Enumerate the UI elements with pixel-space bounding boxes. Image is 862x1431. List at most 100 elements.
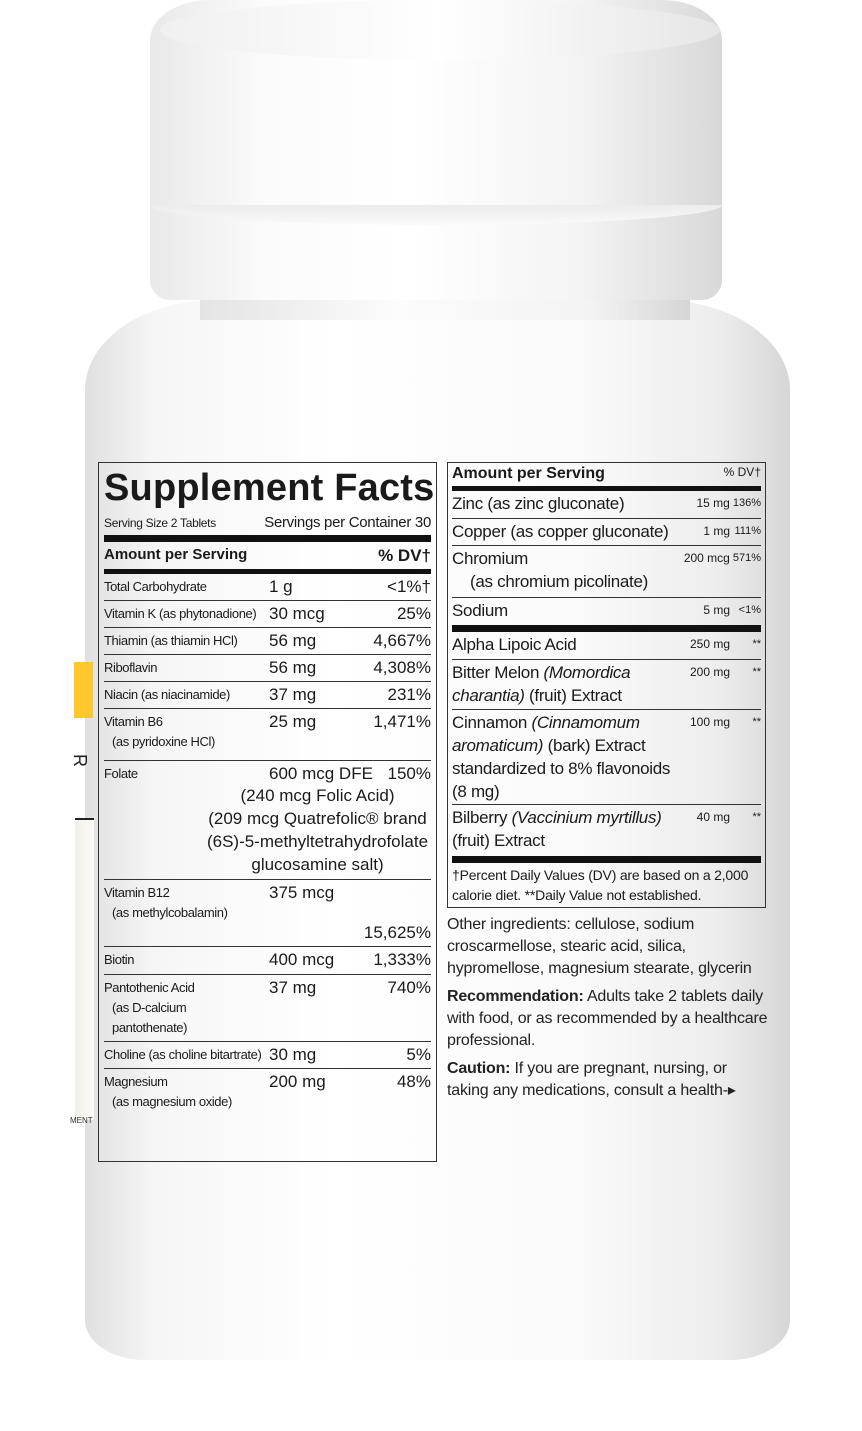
nutrient-latin-name: (Cinnamomum aromaticum) [452, 713, 640, 755]
nutrient-name: Thiamin (as thiamin HCl) [104, 631, 264, 651]
nutrient-row: Vitamin B6 (as pyridoxine HCl) 25 mg 1,471% [104, 708, 431, 760]
dv-header: % DV† [723, 465, 761, 479]
nutrient-row: Zinc (as zinc gluconate) 15 mg 136% [452, 491, 761, 518]
nutrient-amount: 25 mg [269, 712, 317, 731]
nutrient-name-text: Cinnamon [452, 713, 532, 732]
nutrient-rows: Total Carbohydrate 1 g <1%† Vitamin K (as p… [104, 574, 431, 1120]
nutrient-row: Total Carbohydrate 1 g <1%† [104, 574, 431, 600]
nutrient-amount: 56 mg [269, 658, 317, 677]
edge-brand-mark: R [70, 754, 90, 767]
nutrient-name: Biotin [104, 950, 264, 971]
nutrient-rows: Zinc (as zinc gluconate) 15 mg 136% Copper … [452, 491, 761, 854]
nutrient-row: Alpha Lipoic Acid 250 mg ** [452, 625, 761, 659]
folate-detail-line: glucosamine salt) [251, 855, 384, 874]
nutrient-amount: 100 mg [689, 715, 730, 729]
amount-header: Amount per Serving [452, 465, 605, 482]
nutrient-amount: 375 mcg [269, 883, 335, 902]
amount-header: Amount per Serving [104, 546, 248, 563]
nutrient-amount: 30 mg [269, 1045, 317, 1064]
thick-divider [104, 535, 431, 542]
nutrient-name-text: Bilberry [452, 808, 512, 827]
nutrient-name: Alpha Lipoic Acid [452, 633, 674, 658]
edge-divider [75, 818, 94, 821]
nutrient-dv: ** [752, 638, 761, 650]
nutrient-row: Biotin 400 mcg 1,333% [104, 946, 431, 974]
nutrient-name-source: (as D-calcium pantothenate) [112, 1000, 188, 1035]
nutrient-name: Magnesium (as magnesium oxide) [104, 1072, 264, 1117]
nutrient-dv: 571% [732, 552, 761, 564]
nutrient-name-text: Bitter Melon [452, 663, 544, 682]
nutrient-latin-name: (Vaccinium myrtillus) [511, 808, 662, 827]
nutrient-amount: 56 mg [269, 631, 317, 650]
nutrient-row: Cinnamon (Cinnamomum aromaticum) (bark) … [452, 709, 761, 804]
nutrient-name-detail: (fruit) Extract [452, 831, 545, 850]
nutrient-amount: 400 mcg [269, 950, 335, 969]
nutrient-name-text: Vitamin K (as phytonadione) [104, 606, 257, 621]
thick-divider [452, 486, 761, 491]
nutrient-name-text: Vitamin B12 [104, 885, 170, 900]
nutrient-name: Vitamin B12 (as methylcobalamin) [104, 883, 264, 923]
nutrient-name-text: Zinc (as zinc gluconate) [452, 494, 625, 513]
nutrient-name: Choline (as choline bitartrate) [104, 1045, 264, 1065]
nutrient-name: Bitter Melon (Momordica charantia) (frui… [452, 661, 674, 708]
nutrient-name-text: Sodium [452, 601, 508, 620]
serving-size: Serving Size 2 Tablets [104, 516, 216, 530]
nutrient-dv: 111% [734, 525, 761, 537]
nutrient-name: Folate [104, 764, 264, 784]
nutrient-amount: 1 mg [703, 524, 730, 538]
nutrient-name-source: (as magnesium oxide) [112, 1094, 232, 1109]
caution: Caution: If you are pregnant, nursing, o… [447, 1058, 772, 1102]
nutrient-name: Riboflavin [104, 658, 264, 678]
nutrient-amount: 200 mcg [683, 551, 730, 565]
nutrient-name-text: Vitamin B6 [104, 714, 163, 729]
edge-label-band [75, 820, 94, 1120]
nutrient-name-text: Total Carbohydrate [104, 579, 207, 594]
nutrient-dv: <1%† [387, 577, 431, 596]
bottle-body [85, 300, 790, 1360]
nutrient-name: Chromium (as chromium picolinate) [452, 547, 674, 596]
nutrient-latin-name: (Momordica charantia) [452, 663, 631, 705]
nutrient-name-source: (as methylcobalamin) [112, 905, 228, 920]
nutrient-name: Cinnamon (Cinnamomum aromaticum) (bark) … [452, 711, 674, 803]
dv-header: % DV† [378, 546, 431, 565]
nutrient-row: Vitamin K (as phytonadione) 30 mcg 25% [104, 600, 431, 627]
caution-text: If you are pregnant, nursing, or taking … [447, 1060, 736, 1099]
nutrient-dv: 4,308% [373, 658, 431, 677]
folate-detail: (240 mcg Folic Acid) (209 mcg Quatrefolic… [104, 784, 431, 876]
thick-divider [104, 569, 431, 574]
nutrient-name-detail: (fruit) Extract [524, 686, 622, 705]
bottle-cap-ridge [150, 205, 722, 225]
recommendation-label: Recommendation: [447, 988, 584, 1005]
nutrient-row: Magnesium (as magnesium oxide) 200 mg 48% [104, 1068, 431, 1120]
nutrient-name: Vitamin B6 (as pyridoxine HCl) [104, 712, 264, 757]
nutrient-amount: 200 mg [269, 1072, 326, 1091]
nutrient-dv: 15,625% [363, 923, 431, 942]
nutrient-name-text: Biotin [104, 952, 135, 967]
recommendation-text: Adults take 2 tablets daily with food, o… [447, 988, 768, 1049]
supplement-facts-continued-panel: Amount per Serving % DV† Zinc (as zinc g… [447, 462, 766, 908]
nutrient-name-text: Riboflavin [104, 660, 158, 675]
nutrient-dv: ** [752, 811, 761, 823]
recommendation: Recommendation: Adults take 2 tablets da… [447, 986, 772, 1052]
nutrient-amount: 250 mg [689, 637, 730, 651]
nutrient-dv: 136% [732, 497, 761, 509]
amount-header-row: Amount per Serving % DV† [104, 544, 431, 568]
nutrient-row: Choline (as choline bitartrate) 30 mg 5% [104, 1041, 431, 1068]
nutrient-name-text: Folate [104, 766, 138, 781]
nutrient-name: Total Carbohydrate [104, 577, 264, 597]
servings-per-container: Servings per Container 30 [264, 514, 431, 531]
nutrient-amount: 5 mg [703, 603, 730, 617]
nutrient-row: Copper (as copper gluconate) 1 mg 111% [452, 518, 761, 545]
nutrient-name-text: Copper (as copper gluconate) [452, 522, 669, 541]
nutrient-amount: 600 mcg DFE [269, 764, 373, 783]
nutrient-name-text: Choline (as choline bitartrate) [104, 1047, 262, 1062]
nutrient-name: Bilberry (Vaccinium myrtillus) (fruit) E… [452, 806, 674, 853]
nutrient-amount: 30 mcg [269, 604, 325, 623]
supplement-facts-panel: Supplement Facts Serving Size 2 Tablets … [98, 462, 437, 1162]
amount-header-row: Amount per Serving % DV† [452, 463, 761, 485]
nutrient-row: Riboflavin 56 mg 4,308% [104, 654, 431, 681]
right-label-column: Amount per Serving % DV† Zinc (as zinc g… [447, 462, 772, 1108]
label-text-block: Other ingredients: cellulose, sodium cro… [447, 914, 772, 1102]
nutrient-dv: ** [752, 666, 761, 678]
nutrient-amount: 37 mg [269, 685, 317, 704]
